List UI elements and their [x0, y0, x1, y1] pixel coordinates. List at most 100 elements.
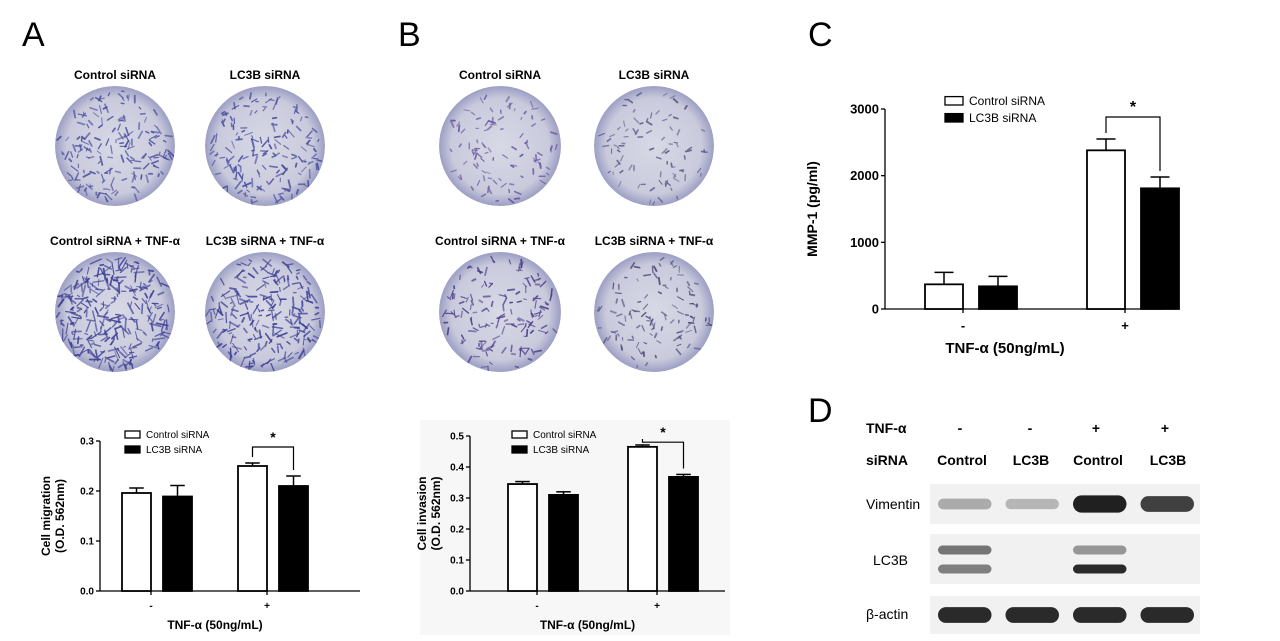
stained-cell [272, 268, 275, 275]
stained-cell [236, 268, 244, 279]
stained-cell [266, 271, 276, 277]
stained-cell [286, 341, 291, 345]
legend-label: Control siRNA [533, 430, 597, 441]
stained-cell [104, 336, 111, 343]
stained-cell [100, 316, 106, 330]
stained-cell [222, 328, 227, 331]
stained-cell [540, 118, 546, 121]
bar [121, 492, 152, 592]
stained-cell [621, 298, 626, 308]
stained-cell [78, 184, 81, 190]
stained-cell [94, 322, 98, 332]
stained-cell [470, 186, 475, 191]
stained-cell [485, 307, 490, 312]
stained-cell [147, 314, 154, 323]
stained-cell [519, 153, 524, 158]
stained-cell [246, 189, 250, 193]
stained-cell [520, 175, 524, 179]
stained-cell [307, 179, 310, 187]
stained-cell [71, 332, 74, 336]
stained-cell [259, 136, 263, 144]
stained-cell [225, 157, 230, 164]
stained-cell [65, 310, 76, 314]
stained-cell [259, 187, 266, 192]
stained-cell [132, 342, 142, 348]
stained-cell [307, 144, 315, 148]
stained-cell [148, 139, 156, 145]
stained-cell [79, 267, 83, 272]
stained-cell [72, 347, 77, 360]
stained-cell [262, 276, 270, 280]
stained-cell [316, 159, 323, 162]
stained-cell [554, 144, 558, 151]
stained-cell [259, 149, 268, 153]
stained-cell [483, 94, 488, 101]
stained-cell [524, 141, 529, 145]
stained-cell [89, 97, 94, 101]
stained-cell [55, 311, 61, 318]
stained-cell [247, 262, 251, 267]
significance-star: * [1130, 99, 1137, 116]
stained-cell [117, 119, 125, 122]
stained-cell [260, 309, 265, 312]
stained-cell [236, 277, 247, 284]
stained-cell [221, 119, 224, 126]
stained-cell [96, 170, 100, 174]
stained-cell [503, 319, 509, 322]
stained-cell [146, 306, 152, 314]
stained-cell [210, 308, 217, 310]
stained-cell [306, 300, 314, 304]
stained-cell [633, 310, 640, 313]
stained-cell [81, 276, 85, 282]
stained-cell [99, 307, 104, 312]
stained-cell [607, 170, 611, 174]
stained-cell [677, 310, 684, 315]
stained-cell [237, 155, 244, 163]
stained-cell [114, 320, 119, 324]
stained-cell [86, 123, 90, 129]
dish-background [205, 86, 325, 206]
stained-cell [159, 318, 164, 322]
stained-cell [87, 351, 97, 359]
stained-cell [118, 257, 126, 268]
stained-cell [256, 169, 261, 178]
stained-cell [510, 344, 513, 353]
stained-cell [255, 319, 260, 326]
stained-cell [518, 346, 523, 351]
blot-band [1005, 607, 1059, 623]
stained-cell [617, 126, 621, 131]
stained-cell [260, 345, 266, 351]
stained-cell [233, 351, 238, 356]
stained-cell [280, 344, 284, 350]
stained-cell [104, 265, 112, 272]
bar [548, 494, 579, 592]
stained-cell [82, 172, 91, 178]
stained-cell [651, 327, 654, 331]
stained-cell [110, 300, 115, 304]
y-axis-label: Cell migration(O.D. 562nm) [39, 476, 67, 556]
stained-cell [506, 102, 513, 108]
blot-band [1073, 495, 1127, 513]
stained-cell [225, 311, 228, 324]
stained-cell [227, 328, 236, 333]
stained-cell [490, 300, 494, 308]
y-tick-label: 0.5 [450, 432, 464, 443]
stained-cell [617, 333, 620, 337]
stained-cell [517, 323, 525, 326]
stained-cell [460, 128, 466, 134]
stained-cell [476, 180, 481, 186]
stained-cell [90, 342, 96, 346]
stained-cell [635, 324, 641, 329]
stained-cell [73, 109, 77, 119]
stained-cell [108, 167, 112, 175]
stained-cell [502, 154, 509, 159]
stained-cell [80, 296, 89, 300]
stained-cell [234, 289, 237, 293]
stained-cell [632, 109, 636, 113]
stained-cell [99, 263, 105, 267]
stained-cell [662, 92, 668, 97]
stained-cell [105, 138, 110, 146]
legend-swatch [124, 430, 141, 439]
stained-cell [293, 337, 299, 342]
stained-cell [221, 112, 229, 116]
